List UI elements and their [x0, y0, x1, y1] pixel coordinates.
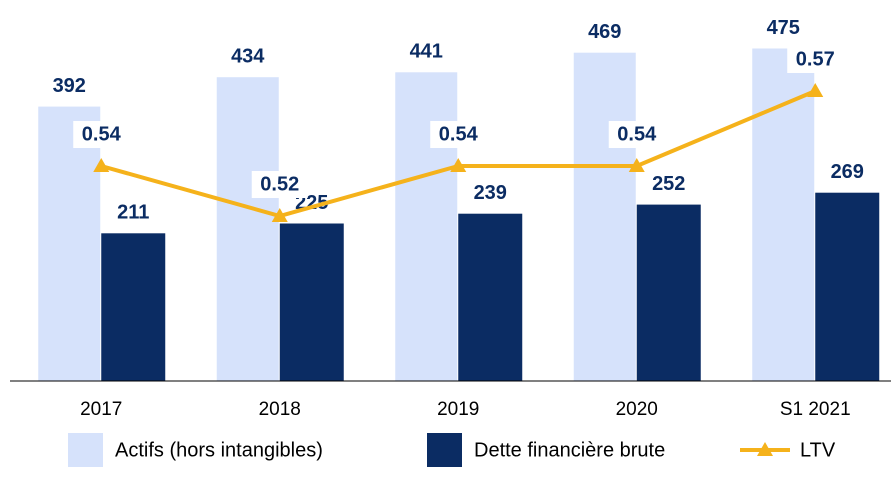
label-bg [787, 46, 844, 73]
label-bg [73, 121, 130, 148]
bar [395, 72, 458, 382]
value-label: 0.52 [260, 173, 299, 195]
ltv-marker [807, 83, 824, 97]
x-tick-label: S1 2021 [780, 399, 851, 420]
x-tick-label: 2019 [437, 399, 479, 420]
value-label: 475 [767, 17, 800, 39]
value-label: 269 [831, 161, 864, 183]
label-bg [608, 121, 665, 148]
value-label: 434 [231, 45, 265, 67]
bar [752, 48, 815, 381]
value-label: 252 [652, 173, 685, 195]
bar [38, 106, 101, 381]
bar [279, 223, 344, 381]
ltv-marker [271, 208, 288, 222]
legend-label: Dette financière brute [474, 439, 665, 461]
bar [101, 233, 166, 381]
value-label: 239 [474, 182, 507, 204]
value-label: 0.57 [796, 48, 835, 70]
x-tick-label: 2017 [80, 399, 122, 420]
legend-label: Actifs (hors intangibles) [115, 439, 323, 461]
ltv-line [100, 89, 817, 219]
value-label: 0.54 [439, 123, 479, 145]
value-label: 0.54 [617, 123, 657, 145]
bar [573, 52, 636, 381]
ltv-marker [628, 158, 645, 172]
value-label: 441 [410, 41, 443, 63]
label-bg [251, 171, 308, 198]
ltv-marker [450, 158, 467, 172]
bar [458, 213, 523, 381]
legend-marker [757, 442, 773, 456]
x-tick-label: 2020 [616, 399, 658, 420]
x-tick-label: 2018 [259, 399, 301, 420]
bar [815, 192, 880, 381]
legend-label: LTV [800, 439, 836, 461]
value-label: 392 [53, 75, 86, 97]
bar [216, 77, 279, 381]
legend-swatch [427, 433, 462, 467]
value-label: 469 [588, 21, 621, 43]
legend-swatch [68, 433, 103, 467]
value-label: 211 [117, 202, 149, 224]
label-bg [430, 121, 487, 148]
ltv-marker [93, 158, 110, 172]
bar [636, 204, 701, 381]
value-label: 0.54 [82, 123, 122, 145]
